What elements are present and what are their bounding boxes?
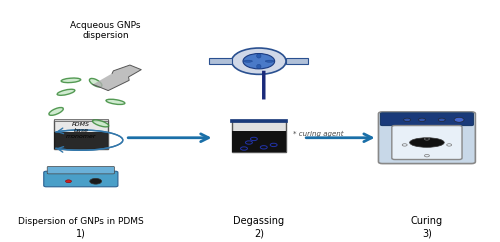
Ellipse shape xyxy=(265,60,274,62)
Bar xyxy=(230,119,287,122)
Ellipse shape xyxy=(256,54,261,58)
Ellipse shape xyxy=(57,89,75,95)
Circle shape xyxy=(418,118,426,121)
FancyBboxPatch shape xyxy=(47,166,114,174)
Text: Acqueous GNPs
dispersion: Acqueous GNPs dispersion xyxy=(70,21,141,40)
Circle shape xyxy=(66,180,71,183)
Circle shape xyxy=(404,118,410,121)
Ellipse shape xyxy=(61,78,80,83)
Text: Curing: Curing xyxy=(411,216,443,226)
Ellipse shape xyxy=(49,107,64,115)
Ellipse shape xyxy=(92,120,108,127)
Bar xyxy=(54,119,108,121)
Bar xyxy=(286,58,308,64)
Circle shape xyxy=(90,178,102,184)
Text: * curing agent: * curing agent xyxy=(294,131,344,137)
FancyBboxPatch shape xyxy=(380,113,474,126)
Circle shape xyxy=(454,117,464,122)
Text: 1): 1) xyxy=(76,228,86,238)
Ellipse shape xyxy=(106,99,125,105)
Circle shape xyxy=(438,118,445,121)
FancyBboxPatch shape xyxy=(392,126,462,159)
Bar xyxy=(210,58,232,64)
Polygon shape xyxy=(93,65,142,91)
Text: 3): 3) xyxy=(422,228,432,238)
FancyBboxPatch shape xyxy=(378,112,476,164)
Bar xyxy=(232,131,286,152)
Text: Dispersion of GNPs in PDMS: Dispersion of GNPs in PDMS xyxy=(18,217,144,226)
Circle shape xyxy=(243,53,274,69)
Text: 2): 2) xyxy=(254,228,264,238)
Circle shape xyxy=(232,48,286,74)
Ellipse shape xyxy=(244,60,252,62)
Text: PDMS
base
monomer: PDMS base monomer xyxy=(66,122,96,139)
FancyBboxPatch shape xyxy=(44,171,118,187)
Ellipse shape xyxy=(256,64,261,69)
Ellipse shape xyxy=(410,138,444,147)
FancyBboxPatch shape xyxy=(232,121,286,152)
Ellipse shape xyxy=(90,78,102,87)
Bar xyxy=(54,132,108,149)
FancyBboxPatch shape xyxy=(54,120,108,149)
Text: Degassing: Degassing xyxy=(234,216,284,226)
